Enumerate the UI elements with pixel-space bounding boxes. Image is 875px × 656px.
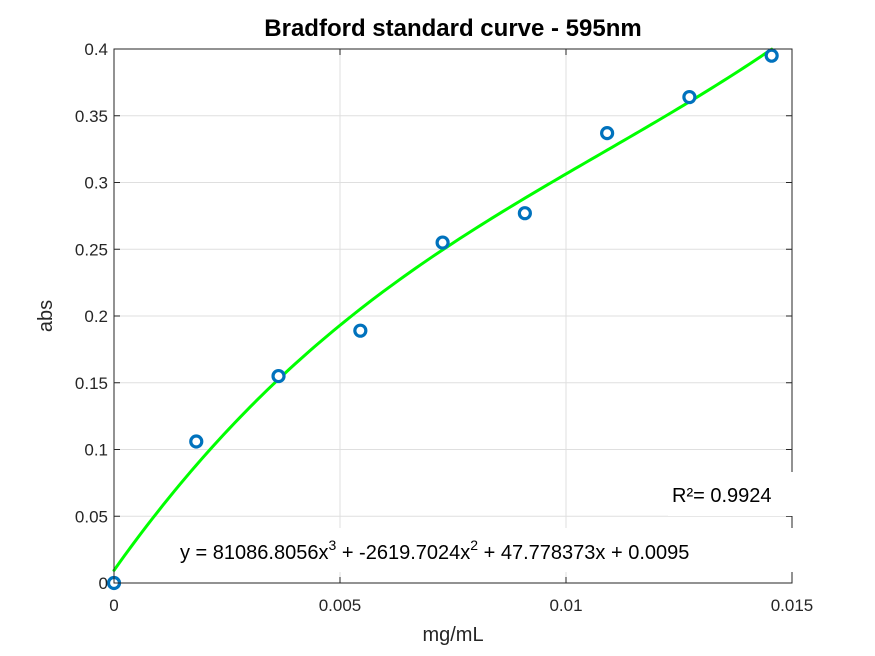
y-tick-label: 0.1 bbox=[84, 441, 108, 460]
data-point bbox=[764, 48, 779, 63]
data-points bbox=[106, 48, 779, 591]
data-point bbox=[189, 434, 204, 449]
y-tick-label: 0.35 bbox=[75, 107, 108, 126]
x-tick-label: 0.01 bbox=[549, 596, 582, 615]
y-tick-label: 0.15 bbox=[75, 374, 108, 393]
x-tick-label: 0 bbox=[109, 596, 118, 615]
eq-exp2: 2 bbox=[470, 537, 478, 553]
data-point bbox=[271, 368, 286, 384]
r2-annotation: R²= 0.9924 bbox=[672, 485, 772, 507]
fit-equation: y = 81086.8056x3 + -2619.7024x2 + 47.778… bbox=[180, 537, 689, 564]
data-point bbox=[435, 235, 450, 250]
x-axis-label: mg/mL bbox=[422, 624, 483, 646]
r2-box bbox=[668, 472, 798, 516]
x-tick-label: 0.005 bbox=[319, 596, 362, 615]
data-point bbox=[682, 89, 697, 105]
x-tick-label: 0.015 bbox=[771, 596, 814, 615]
y-axis-label: abs bbox=[35, 300, 57, 332]
eq-part2: + -2619.7024x bbox=[336, 542, 470, 564]
y-tick-label: 0.4 bbox=[84, 40, 108, 59]
data-point bbox=[517, 206, 532, 221]
y-tick-label: 0.05 bbox=[75, 507, 108, 526]
axis-ticks: 0 0.005 0.01 0.015 0 0.05 0.1 0.15 0.2 0.25 0.3 0.3… bbox=[75, 40, 813, 615]
eq-part3: + 47.778373x + 0.0095 bbox=[478, 542, 689, 564]
chart-title: Bradford standard curve - 595nm bbox=[264, 15, 641, 42]
fit-curve bbox=[112, 47, 774, 572]
eq-exp1: 3 bbox=[328, 537, 336, 553]
y-tick-label: 0 bbox=[99, 574, 108, 593]
y-tick-label: 0.3 bbox=[84, 174, 108, 193]
data-point bbox=[353, 323, 368, 338]
data-point bbox=[600, 126, 615, 141]
equation-box bbox=[174, 528, 824, 572]
y-tick-label: 0.2 bbox=[84, 307, 108, 326]
y-tick-label: 0.25 bbox=[75, 240, 108, 259]
eq-part1: y = 81086.8056x bbox=[180, 542, 328, 564]
